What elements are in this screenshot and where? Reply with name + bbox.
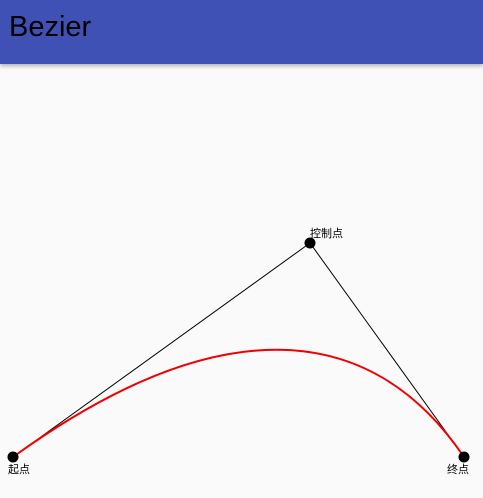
control-point[interactable] [304, 237, 316, 249]
end-point-label: 终点 [447, 463, 469, 476]
end-point[interactable] [458, 451, 470, 463]
start-point-label: 起点 [8, 463, 30, 476]
control-point-label: 控制点 [310, 227, 343, 240]
bezier-drawing [7, 237, 470, 463]
start-point[interactable] [7, 451, 19, 463]
bezier-curve [12, 348, 465, 458]
start-to-control-line [12, 242, 311, 458]
control-to-end-line [309, 242, 465, 458]
app-title: Bezier [9, 11, 92, 43]
app-bar: Bezier [0, 0, 483, 64]
bezier-canvas[interactable]: 起点 控制点 终点 [0, 64, 483, 498]
